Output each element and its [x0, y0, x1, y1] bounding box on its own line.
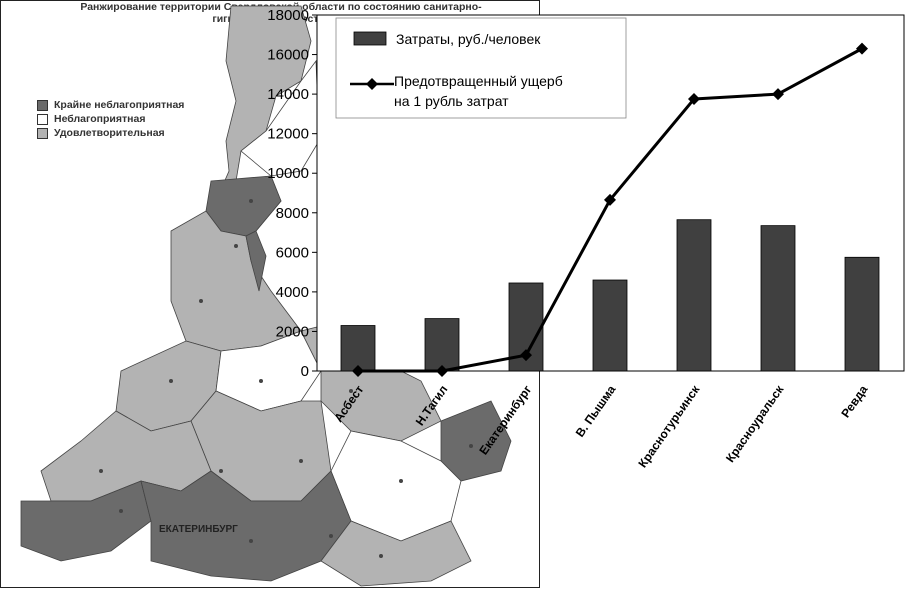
- legend-label-line-2: на 1 рубль затрат: [394, 93, 509, 109]
- y-axis-ticks: 0 2000 4000 6000 8000 10000 12000 14000 16000 180…: [267, 7, 317, 380]
- bar-1: [340, 325, 376, 372]
- map-legend-swatch-3: [37, 127, 48, 139]
- map-city-label: ЕКАТЕРИНБУРГ: [159, 524, 238, 535]
- y-tick-label: 2000: [276, 323, 309, 340]
- y-tick-label: 16000: [267, 47, 309, 64]
- map-legend-item-3: Удовлетворительная: [37, 127, 165, 139]
- map-town-markers: [99, 199, 473, 558]
- map-district-north-5: [245, 230, 267, 292]
- region-map: [20, 5, 512, 587]
- legend-swatch-bar: [353, 31, 387, 46]
- map-district-north-2: [240, 59, 320, 177]
- line-point-1: [352, 365, 364, 377]
- map-legend-item-2: Неблагоприятная: [37, 113, 145, 125]
- y-tick-label: 18000: [267, 7, 309, 24]
- map-legend-swatch-1: [37, 99, 48, 111]
- x-tick-label: Краснотурьинск: [635, 382, 703, 470]
- map-district-north-4: [170, 210, 302, 352]
- line-point-5: [688, 93, 700, 106]
- y-tick-label: 4000: [276, 284, 309, 301]
- bar-6: [760, 225, 796, 372]
- map-district-far-south: [320, 520, 472, 587]
- line-point-3: [520, 349, 532, 362]
- line-point-7: [856, 42, 868, 55]
- map-legend-label-3: Удовлетворительная: [54, 127, 165, 139]
- y-tick-label: 14000: [267, 86, 309, 103]
- x-tick-label: Н.Тагил: [413, 383, 451, 428]
- bar-2: [424, 318, 460, 372]
- line-point-2: [436, 365, 448, 377]
- map-legend-label-2: Неблагоприятная: [54, 113, 146, 125]
- y-tick-label: 0: [301, 363, 309, 380]
- line-point-6: [772, 88, 784, 101]
- y-tick-label: 8000: [276, 205, 309, 222]
- map-legend-label-1: Крайне неблагоприятная: [54, 99, 185, 111]
- x-axis-labels: Асбест Н.Тагил Екатеринбург В. Пышма Краснот…: [331, 382, 870, 470]
- bar-series: [340, 219, 880, 372]
- x-tick-label: Красноуральск: [723, 382, 787, 465]
- x-tick-label: В. Пышма: [573, 382, 619, 439]
- map-legend-swatch-2: [37, 113, 48, 125]
- x-tick-label: Асбест: [331, 383, 366, 425]
- map-legend-item-1: Крайне неблагоприятная: [37, 99, 184, 111]
- bar-7: [844, 256, 880, 372]
- legend-swatch-marker: [366, 78, 378, 90]
- line-point-4: [604, 193, 616, 206]
- legend-label-line-1: Предотвращенный ущерб: [394, 73, 563, 89]
- line-series: [352, 42, 868, 377]
- bar-4: [592, 279, 628, 372]
- y-tick-label: 12000: [267, 126, 309, 143]
- x-tick-label: Ревда: [838, 382, 870, 420]
- y-tick-label: 6000: [276, 244, 309, 261]
- y-tick-label: 10000: [267, 165, 309, 182]
- x-tick-label: Екатеринбург: [476, 383, 534, 458]
- legend-label-bar: Затраты, руб./человек: [396, 31, 541, 47]
- bar-5: [676, 219, 712, 372]
